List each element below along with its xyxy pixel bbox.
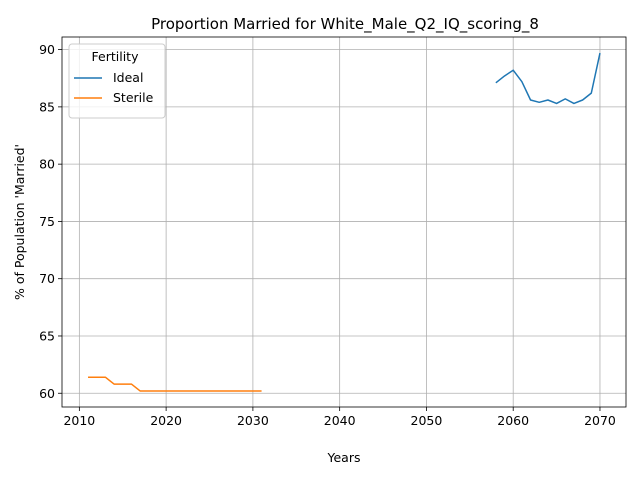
x-tick-label: 2050 [411,413,443,428]
plot-frame [61,36,627,408]
series-line-ideal [495,52,601,105]
series-lines [88,52,601,392]
x-tick-label: 2040 [324,413,356,428]
grid [62,37,626,407]
y-tick-label: 65 [39,328,55,343]
y-tick-label: 85 [39,99,55,114]
y-axis-label: % of Population 'Married' [12,144,27,300]
legend-box [68,43,166,119]
y-tick-label: 60 [39,386,55,401]
x-axis-label: Years [327,450,361,465]
x-tick-label: 2030 [237,413,269,428]
legend: Fertility Ideal Sterile [68,43,166,119]
ticks: 2010 2020 2030 2040 2050 2060 2070 60 65 70 75 80 85… [39,42,616,428]
y-tick-label: 80 [39,157,55,172]
legend-title: Fertility [92,49,140,64]
y-tick-label: 70 [39,271,55,286]
x-tick-label: 2010 [63,413,95,428]
x-tick-label: 2020 [150,413,182,428]
legend-label-ideal: Ideal [113,70,143,85]
chart-title: Proportion Married for White_Male_Q2_IQ_… [151,15,539,34]
legend-label-sterile: Sterile [113,90,154,105]
x-tick-label: 2060 [497,413,529,428]
x-tick-label: 2070 [584,413,616,428]
y-tick-label: 75 [39,214,55,229]
series-line-sterile [88,376,262,392]
y-tick-label: 90 [39,42,55,57]
